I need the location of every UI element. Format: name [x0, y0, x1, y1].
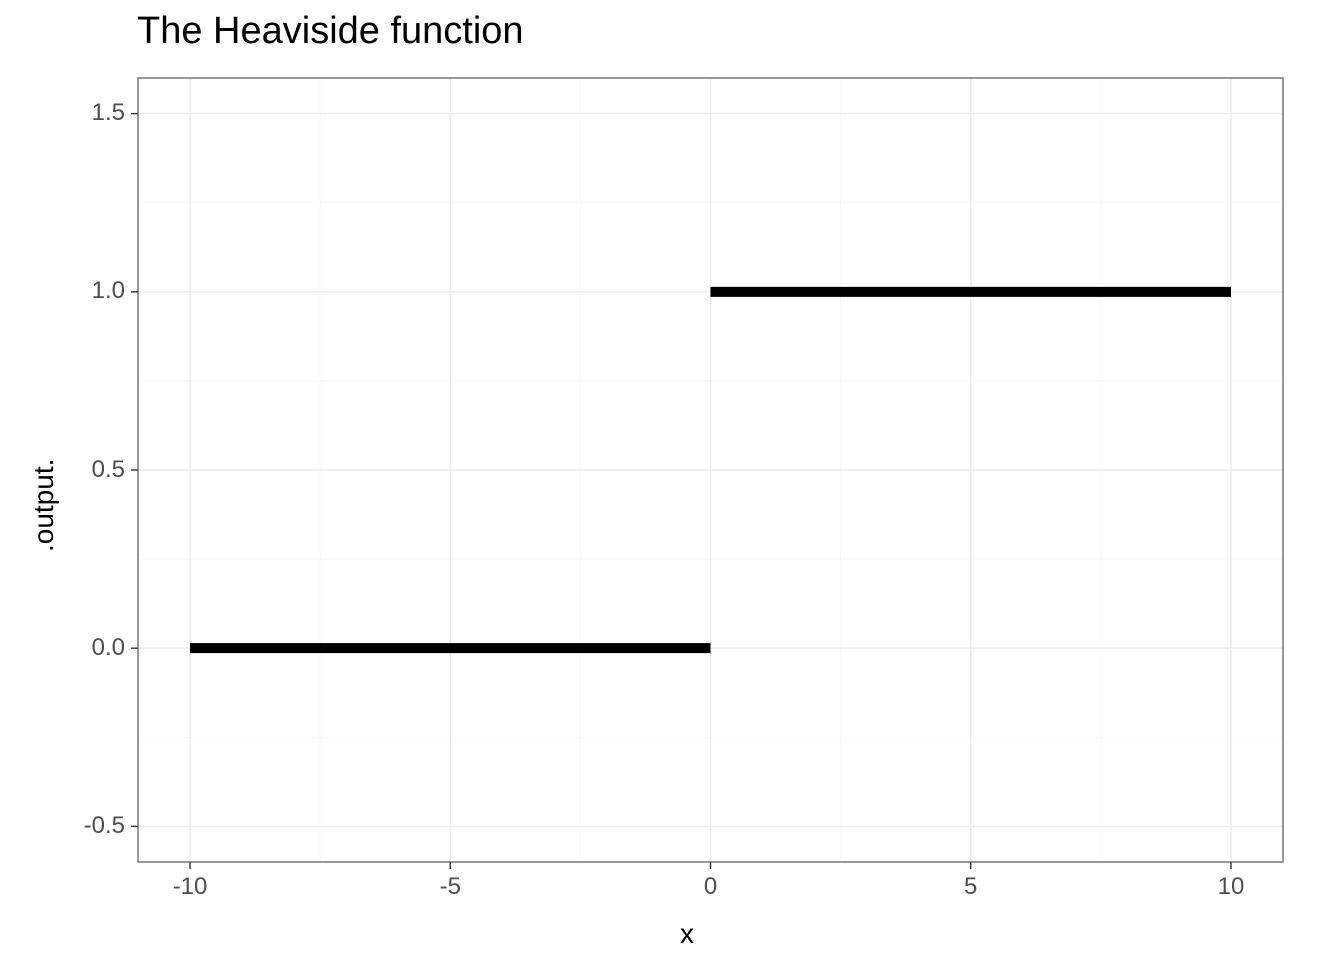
chart-container: The Heaviside function .output. x -10-50… [0, 0, 1344, 960]
x-tick-label: -5 [410, 873, 490, 901]
y-tick-label: 1.5 [92, 99, 125, 127]
plot-svg [0, 0, 1344, 960]
y-tick-label: 1.0 [92, 277, 125, 305]
y-tick-label: -0.5 [84, 812, 125, 840]
x-tick-label: 5 [931, 873, 1011, 901]
x-tick-label: -10 [150, 873, 230, 901]
x-tick-label: 0 [671, 873, 751, 901]
x-tick-label: 10 [1191, 873, 1271, 901]
y-tick-label: 0.5 [92, 456, 125, 484]
y-tick-label: 0.0 [92, 634, 125, 662]
